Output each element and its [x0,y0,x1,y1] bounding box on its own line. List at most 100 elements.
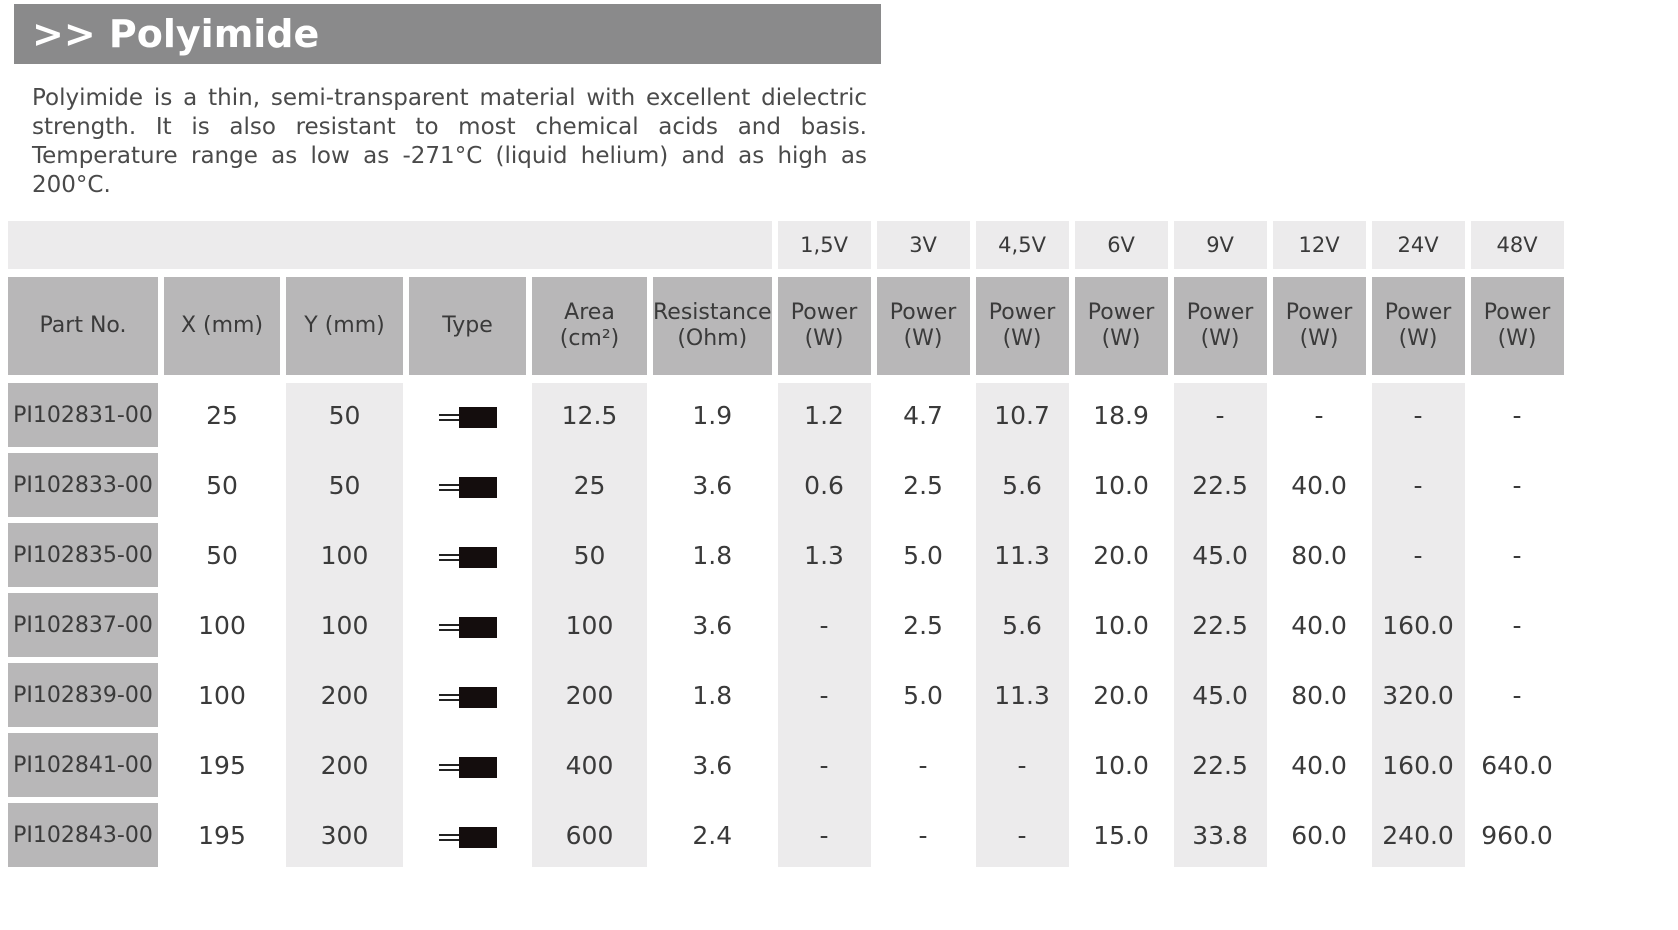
row-spacer-cell [975,447,1069,453]
cell-power: 10.0 [1093,470,1149,500]
cell-x: 195 [198,820,246,850]
cell-power: - [1371,523,1465,587]
cell-power: 80.0 [1291,540,1347,570]
table-row: PI102841-00 195 200 400 3.6- - -10.0 22.5 40.0 16… [8,733,1564,797]
cell-power: 5.0 [903,680,943,710]
cell-power: 160.0 [1371,733,1465,797]
header-power-line1: Power [1285,300,1353,325]
voltage-header-blank [8,221,772,269]
cell-part-no: PI102837-00 [8,593,158,657]
cell-power: 0.6 [777,453,871,517]
cell-power: - [777,733,871,797]
cell-power: - [918,820,928,850]
cell-resistance: 3.6 [692,610,733,640]
header-area-line1: Area [564,300,615,325]
cell-resistance: 1.8 [692,680,733,710]
heater-block [458,406,497,428]
cell-type [409,523,526,587]
cell-power: 5.6 [975,593,1069,657]
cell-power: - [1371,453,1465,517]
row-spacer-cell [1173,587,1267,593]
cell-power: 60.0 [1291,820,1347,850]
row-spacer-cell [777,657,871,663]
row-spacer-cell [1173,797,1267,803]
row-spacer-cell [777,517,871,523]
heater-element-icon [438,406,497,428]
cell-power: 33.8 [1173,803,1267,867]
cell-x: 100 [198,610,246,640]
header-power-line2: (W) [1101,326,1141,351]
cell-power: - [777,663,871,727]
cell-power: 45.0 [1173,523,1267,587]
row-spacer [8,517,1564,523]
heater-block [458,546,497,568]
row-spacer-cell [777,587,871,593]
row-spacer-cell [1371,657,1465,663]
lead-wire [438,413,461,416]
voltage-label: 12V [1272,221,1366,269]
heater-element-icon [438,756,497,778]
cell-area: 25 [532,453,647,517]
cell-power: 20.0 [1093,680,1149,710]
header-power-line1: Power [988,300,1056,325]
cell-power: 2.5 [903,470,943,500]
header-power: Power (W) [777,277,871,375]
cell-area: 100 [532,593,647,657]
voltage-label: 48V [1470,221,1564,269]
cell-part-no: PI102841-00 [8,733,158,797]
header-power-line2: (W) [1497,326,1537,351]
cell-power: 11.3 [975,523,1069,587]
header-power-line2: (W) [1398,326,1438,351]
row-spacer [8,657,1564,663]
cell-x: 25 [206,400,238,430]
cell-power: 960.0 [1481,820,1553,850]
cell-type [409,593,526,657]
cell-power: - [1512,610,1522,640]
cell-x: 50 [206,540,238,570]
table-row: PI102833-00 50 50 25 3.6 0.6 2.5 5.6 10.0 22.5 40.… [8,453,1564,517]
product-spec-table: 1,5V 3V 4,5V 6V 9V 12V 24V 48V Part No. X (mm) Y (… [2,221,1570,867]
row-spacer [8,269,1564,277]
header-power-line2: (W) [1299,326,1339,351]
lead-wire [438,558,461,561]
row-spacer-cell [532,727,647,733]
row-spacer [8,447,1564,453]
cell-resistance: 2.4 [692,820,733,850]
cell-area: 200 [532,663,647,727]
row-spacer-cell [1371,797,1465,803]
header-y: Y (mm) [286,277,403,375]
header-resistance-line2: (Ohm) [677,326,748,351]
heater-element-icon [438,616,497,638]
cell-power: 22.5 [1173,593,1267,657]
row-spacer-cell [286,517,403,523]
cell-y: 200 [286,733,403,797]
cell-power: 40.0 [1291,470,1347,500]
voltage-label: 9V [1173,221,1267,269]
heater-block [458,686,497,708]
voltage-header-row: 1,5V 3V 4,5V 6V 9V 12V 24V 48V [8,221,1564,269]
lead-wire [438,488,461,491]
header-resistance: Resistance (Ohm) [653,277,772,375]
cell-y: 300 [286,803,403,867]
cell-power: 320.0 [1371,663,1465,727]
cell-power: 640.0 [1481,750,1553,780]
row-spacer-cell [975,727,1069,733]
row-spacer-cell [286,587,403,593]
cell-x: 195 [198,750,246,780]
row-spacer-cell [8,375,1564,383]
cell-type [409,733,526,797]
header-type: Type [409,277,526,375]
table-row: PI102837-00 100 100 100 3.6 - 2.5 5.6 10.0 22.5 40… [8,593,1564,657]
header-power-line1: Power [1483,300,1551,325]
column-header-row: Part No. X (mm) Y (mm) Type Area (cm²) Resista… [8,277,1564,375]
cell-resistance: 1.8 [692,540,733,570]
cell-power: - [1173,383,1267,447]
header-power: Power (W) [975,277,1069,375]
cell-resistance: 3.6 [692,470,733,500]
cell-area: 600 [532,803,647,867]
cell-part-no: PI102831-00 [8,383,158,447]
section-title: >> Polyimide [14,4,881,64]
cell-power: - [1512,680,1522,710]
row-spacer-cell [8,269,1564,277]
row-spacer-cell [1173,447,1267,453]
